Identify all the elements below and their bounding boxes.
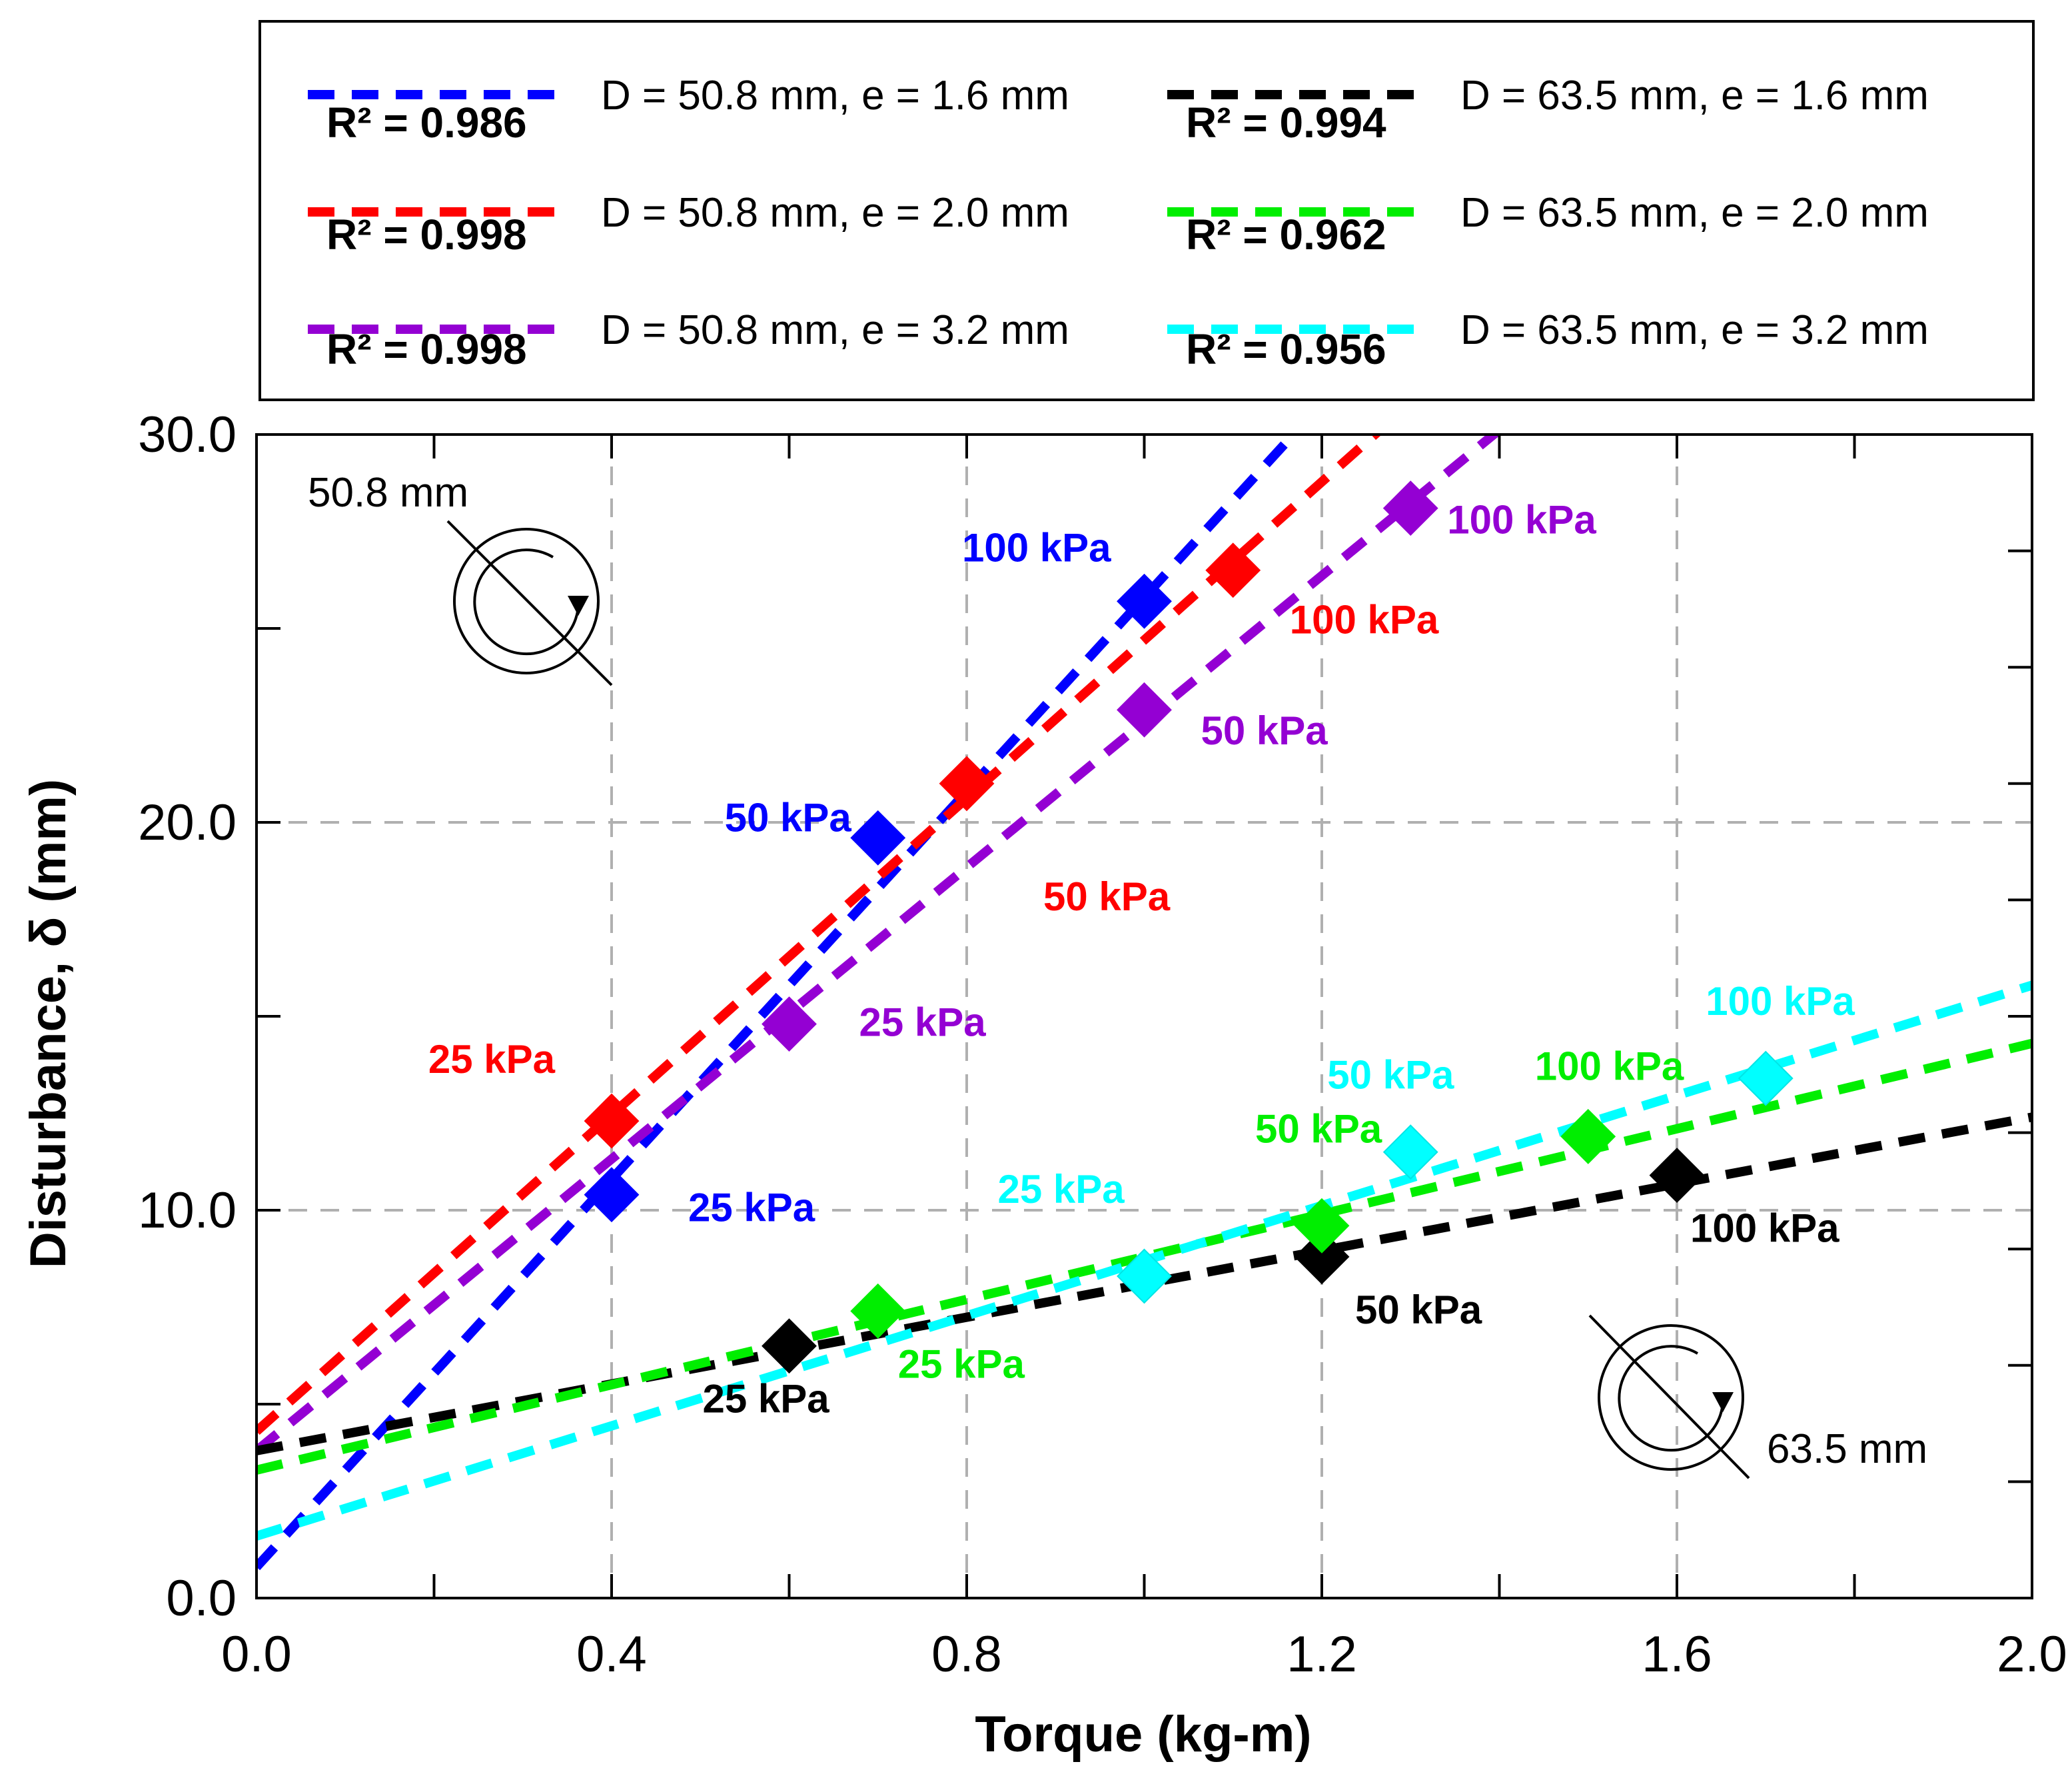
diameter-line: [1588, 1314, 1750, 1479]
point-label-series-1: 100 kPa: [962, 525, 1111, 570]
rotation-arrow-arc: [1618, 1345, 1725, 1452]
x-tick-label: 1.6: [1642, 1626, 1712, 1683]
annotation-50-8-mm: 50.8 mm: [308, 470, 468, 516]
data-point-series-2: [1205, 542, 1261, 598]
point-label-series-2: 25 kPa: [428, 1037, 556, 1082]
y-axis-title: Disturbance, δ (mm): [20, 779, 77, 1268]
y-tick-label: 10.0: [138, 1182, 237, 1239]
rotation-icons: 50.8 mm 63.5 mm: [308, 470, 1927, 1479]
diameter-line: [446, 520, 613, 686]
legend-r2-series-4: R² = 0.994: [1186, 99, 1386, 147]
y-tick-label: 20.0: [138, 794, 237, 851]
data-point-series-1: [584, 1167, 640, 1223]
point-labels: 25 kPa 50 kPa 100 kPa 25 kPa 50 kPa 100 kPa 25…: [428, 498, 1855, 1421]
legend: D = 50.8 mm, e = 1.6 mm R² = 0.986 D = 50.…: [259, 20, 2035, 401]
data-point-series-3: [1382, 480, 1438, 536]
point-label-series-4: 100 kPa: [1690, 1206, 1839, 1251]
fit-line-series-2: [257, 435, 1382, 1435]
legend-label-series-3: D = 50.8 mm, e = 3.2 mm: [601, 307, 1069, 353]
x-tick-label: 0.8: [931, 1626, 1002, 1683]
grid: [257, 435, 2032, 1598]
outer-ring: [453, 528, 600, 674]
legend-r2-series-6: R² = 0.956: [1186, 325, 1386, 373]
point-label-series-3: 25 kPa: [859, 1000, 987, 1045]
point-label-series-3: 100 kPa: [1447, 498, 1596, 542]
data-point-series-5: [1294, 1198, 1350, 1254]
data-points: [584, 480, 1794, 1374]
axis-ticks: 0.0 0.4 0.8 1.2 1.6 2.0 0.0 10.0 20.0 30.0: [138, 407, 2067, 1683]
rotation-icon-50-8: [446, 520, 613, 686]
data-point-series-4: [1294, 1229, 1350, 1285]
point-label-series-2: 50 kPa: [1043, 874, 1171, 919]
legend-label-series-4: D = 63.5 mm, e = 1.6 mm: [1460, 73, 1929, 119]
data-point-series-6: [1738, 1050, 1794, 1106]
point-label-series-2: 100 kPa: [1290, 598, 1439, 642]
legend-label-series-6: D = 63.5 mm, e = 3.2 mm: [1460, 307, 1929, 353]
legend-label-series-1: D = 50.8 mm, e = 1.6 mm: [601, 73, 1069, 119]
x-tick-label: 1.2: [1287, 1626, 1357, 1683]
point-label-series-5: 50 kPa: [1255, 1106, 1382, 1151]
data-point-series-2: [939, 756, 995, 812]
data-point-series-5: [850, 1283, 906, 1339]
x-tick-label: 2.0: [1997, 1626, 2067, 1683]
y-tick-label: 30.0: [138, 407, 237, 463]
data-point-series-1: [1117, 573, 1172, 629]
point-label-series-5: 100 kPa: [1535, 1044, 1684, 1088]
legend-box: [259, 20, 2035, 401]
point-label-series-1: 50 kPa: [725, 795, 852, 840]
arrowhead-icon: [568, 596, 589, 616]
legend-label-series-5: D = 63.5 mm, e = 2.0 mm: [1460, 190, 1929, 236]
data-point-series-6: [1382, 1124, 1438, 1180]
legend-r2-series-5: R² = 0.962: [1186, 211, 1386, 259]
x-tick-label: 0.0: [221, 1626, 292, 1683]
point-label-series-6: 100 kPa: [1706, 979, 1855, 1024]
point-label-series-6: 50 kPa: [1327, 1053, 1454, 1098]
point-label-series-1: 25 kPa: [688, 1186, 815, 1230]
point-label-series-3: 50 kPa: [1201, 708, 1328, 753]
point-label-series-4: 50 kPa: [1355, 1288, 1482, 1332]
x-tick-label: 0.4: [576, 1626, 647, 1683]
point-label-series-5: 25 kPa: [898, 1341, 1025, 1386]
outer-ring: [1598, 1324, 1744, 1471]
data-point-series-4: [762, 1318, 817, 1374]
data-point-series-5: [1560, 1109, 1616, 1164]
legend-r2-series-1: R² = 0.986: [326, 99, 527, 147]
data-point-series-3: [1117, 682, 1172, 738]
legend-r2-series-2: R² = 0.998: [326, 211, 527, 259]
data-point-series-4: [1649, 1148, 1705, 1204]
y-tick-label: 0.0: [166, 1570, 237, 1627]
rotation-icon-63-5: [1588, 1314, 1750, 1479]
point-label-series-4: 25 kPa: [703, 1377, 830, 1421]
data-point-series-6: [1117, 1248, 1172, 1304]
data-point-series-3: [762, 996, 817, 1052]
point-label-series-6: 25 kPa: [998, 1167, 1125, 1212]
legend-r2-series-3: R² = 0.998: [326, 325, 527, 373]
data-point-series-1: [850, 810, 906, 866]
rotation-arrow-arc: [473, 548, 580, 656]
arrowhead-icon: [1712, 1392, 1734, 1412]
data-point-series-2: [584, 1093, 640, 1149]
x-axis-title: Torque (kg-m): [975, 1706, 1311, 1763]
annotation-63-5-mm: 63.5 mm: [1767, 1426, 1927, 1472]
legend-label-series-2: D = 50.8 mm, e = 2.0 mm: [601, 190, 1069, 236]
